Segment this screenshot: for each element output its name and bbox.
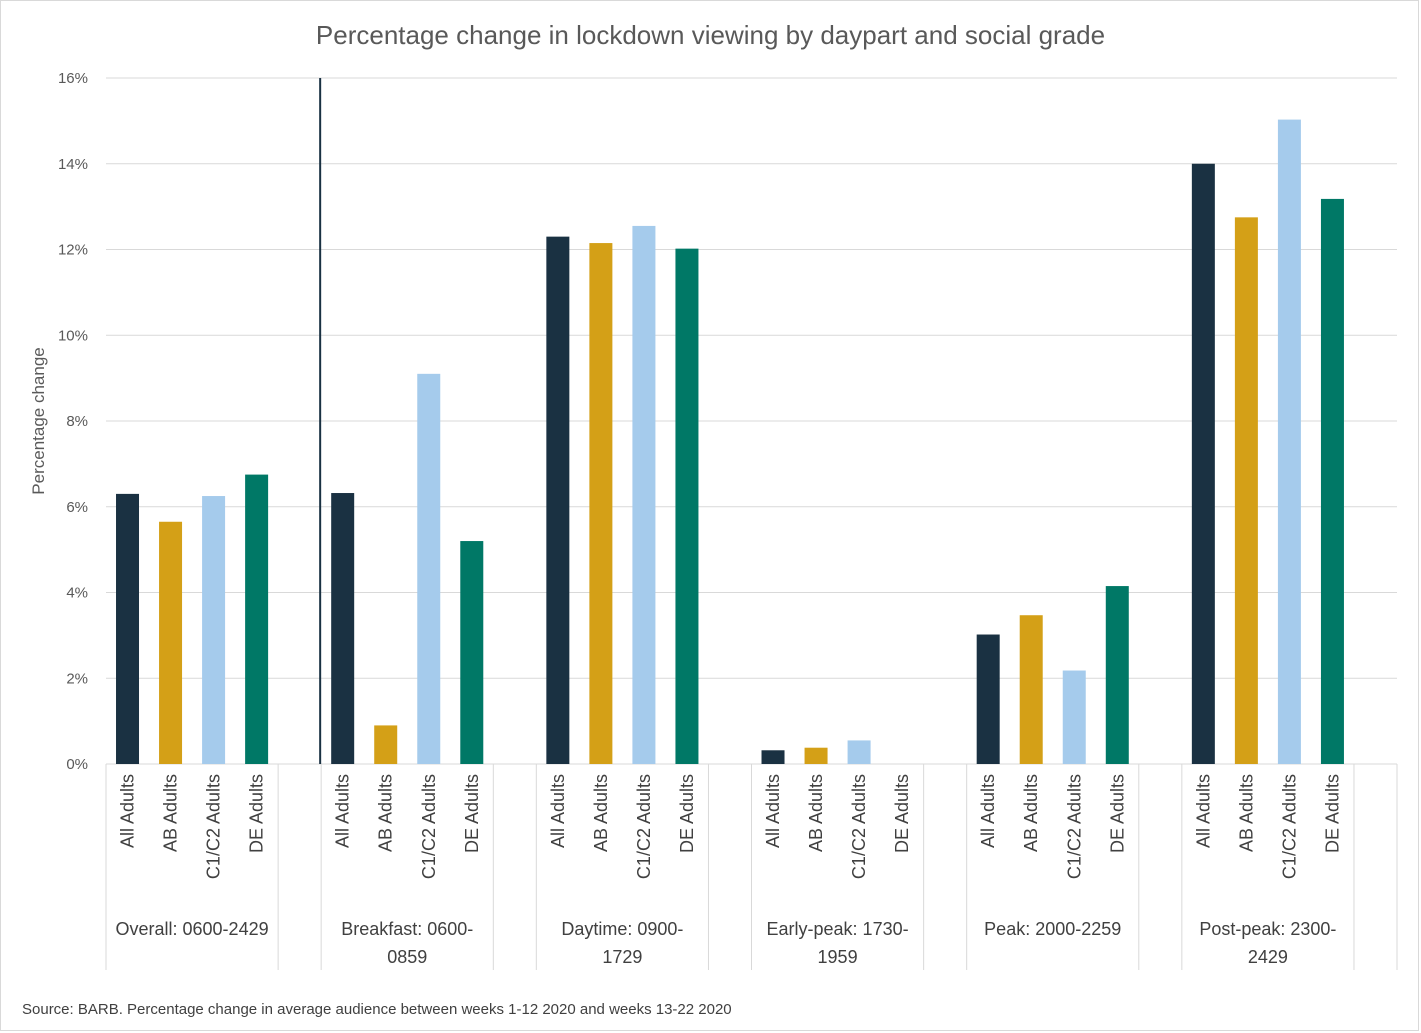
x-group-label: Daytime: 0900- xyxy=(561,919,683,939)
x-group-label: Overall: 0600-2429 xyxy=(116,919,269,939)
x-group-label: Peak: 2000-2259 xyxy=(984,919,1121,939)
x-category-label: AB Adults xyxy=(806,774,826,852)
bar xyxy=(245,474,269,764)
x-category-label: C1/C2 Adults xyxy=(1064,774,1084,879)
y-tick-label: 10% xyxy=(58,327,88,344)
y-tick-label: 6% xyxy=(66,499,88,516)
x-category-label: All Adults xyxy=(548,774,568,848)
bar xyxy=(761,750,785,764)
bar xyxy=(1019,615,1043,764)
x-category-label: DE Adults xyxy=(247,774,267,853)
y-axis-label: Percentage change xyxy=(29,347,48,494)
bar xyxy=(116,493,140,764)
bar xyxy=(976,634,1000,764)
x-group-label: 2429 xyxy=(1248,947,1288,967)
x-category-label: DE Adults xyxy=(892,774,912,853)
bar xyxy=(1062,670,1086,764)
y-tick-label: 16% xyxy=(58,70,88,87)
x-group-label: 1729 xyxy=(602,947,642,967)
bar xyxy=(847,740,871,764)
bar xyxy=(804,747,828,764)
x-category-label: DE Adults xyxy=(1107,774,1127,853)
bar xyxy=(1277,119,1301,765)
y-tick-label: 2% xyxy=(66,670,88,687)
y-tick-label: 8% xyxy=(66,413,88,430)
bar xyxy=(1191,163,1215,764)
y-tick-label: 0% xyxy=(66,756,88,773)
y-tick-label: 14% xyxy=(58,156,88,173)
bar xyxy=(632,225,656,764)
x-category-label: DE Adults xyxy=(677,774,697,853)
x-category-label: All Adults xyxy=(118,774,138,848)
bar xyxy=(159,521,183,764)
x-category-label: C1/C2 Adults xyxy=(1279,774,1299,879)
x-group-label: 0859 xyxy=(387,947,427,967)
source-footnote: Source: BARB. Percentage change in avera… xyxy=(22,1001,732,1018)
x-category-label: C1/C2 Adults xyxy=(419,774,439,879)
y-tick-label: 12% xyxy=(58,242,88,259)
x-category-label: DE Adults xyxy=(1322,774,1342,853)
bar xyxy=(675,248,699,764)
bar xyxy=(417,373,441,764)
y-tick-label: 4% xyxy=(66,585,88,602)
bar xyxy=(1320,198,1344,765)
x-category-label: C1/C2 Adults xyxy=(204,774,224,879)
chart-title: Percentage change in lockdown viewing by… xyxy=(315,20,1106,50)
bar xyxy=(589,243,613,765)
x-category-label: All Adults xyxy=(1193,774,1213,848)
bar xyxy=(546,236,570,764)
x-category-label: All Adults xyxy=(763,774,783,848)
x-category-label: AB Adults xyxy=(376,774,396,852)
x-category-label: AB Adults xyxy=(1236,774,1256,852)
bar xyxy=(460,541,484,764)
x-category-label: All Adults xyxy=(333,774,353,848)
bar xyxy=(374,725,398,764)
bar xyxy=(1105,586,1129,764)
bar xyxy=(202,496,226,764)
x-category-label: C1/C2 Adults xyxy=(849,774,869,879)
x-category-label: DE Adults xyxy=(462,774,482,853)
x-group-label: 1959 xyxy=(818,947,858,967)
x-group-label: Breakfast: 0600- xyxy=(341,919,473,939)
bar xyxy=(1234,217,1258,764)
x-group-label: Early-peak: 1730- xyxy=(767,919,909,939)
x-category-label: AB Adults xyxy=(161,774,181,852)
x-group-label: Post-peak: 2300- xyxy=(1199,919,1336,939)
bar xyxy=(331,493,355,764)
x-category-label: C1/C2 Adults xyxy=(634,774,654,879)
x-category-label: AB Adults xyxy=(591,774,611,852)
x-category-label: AB Adults xyxy=(1021,774,1041,852)
x-category-label: All Adults xyxy=(978,774,998,848)
